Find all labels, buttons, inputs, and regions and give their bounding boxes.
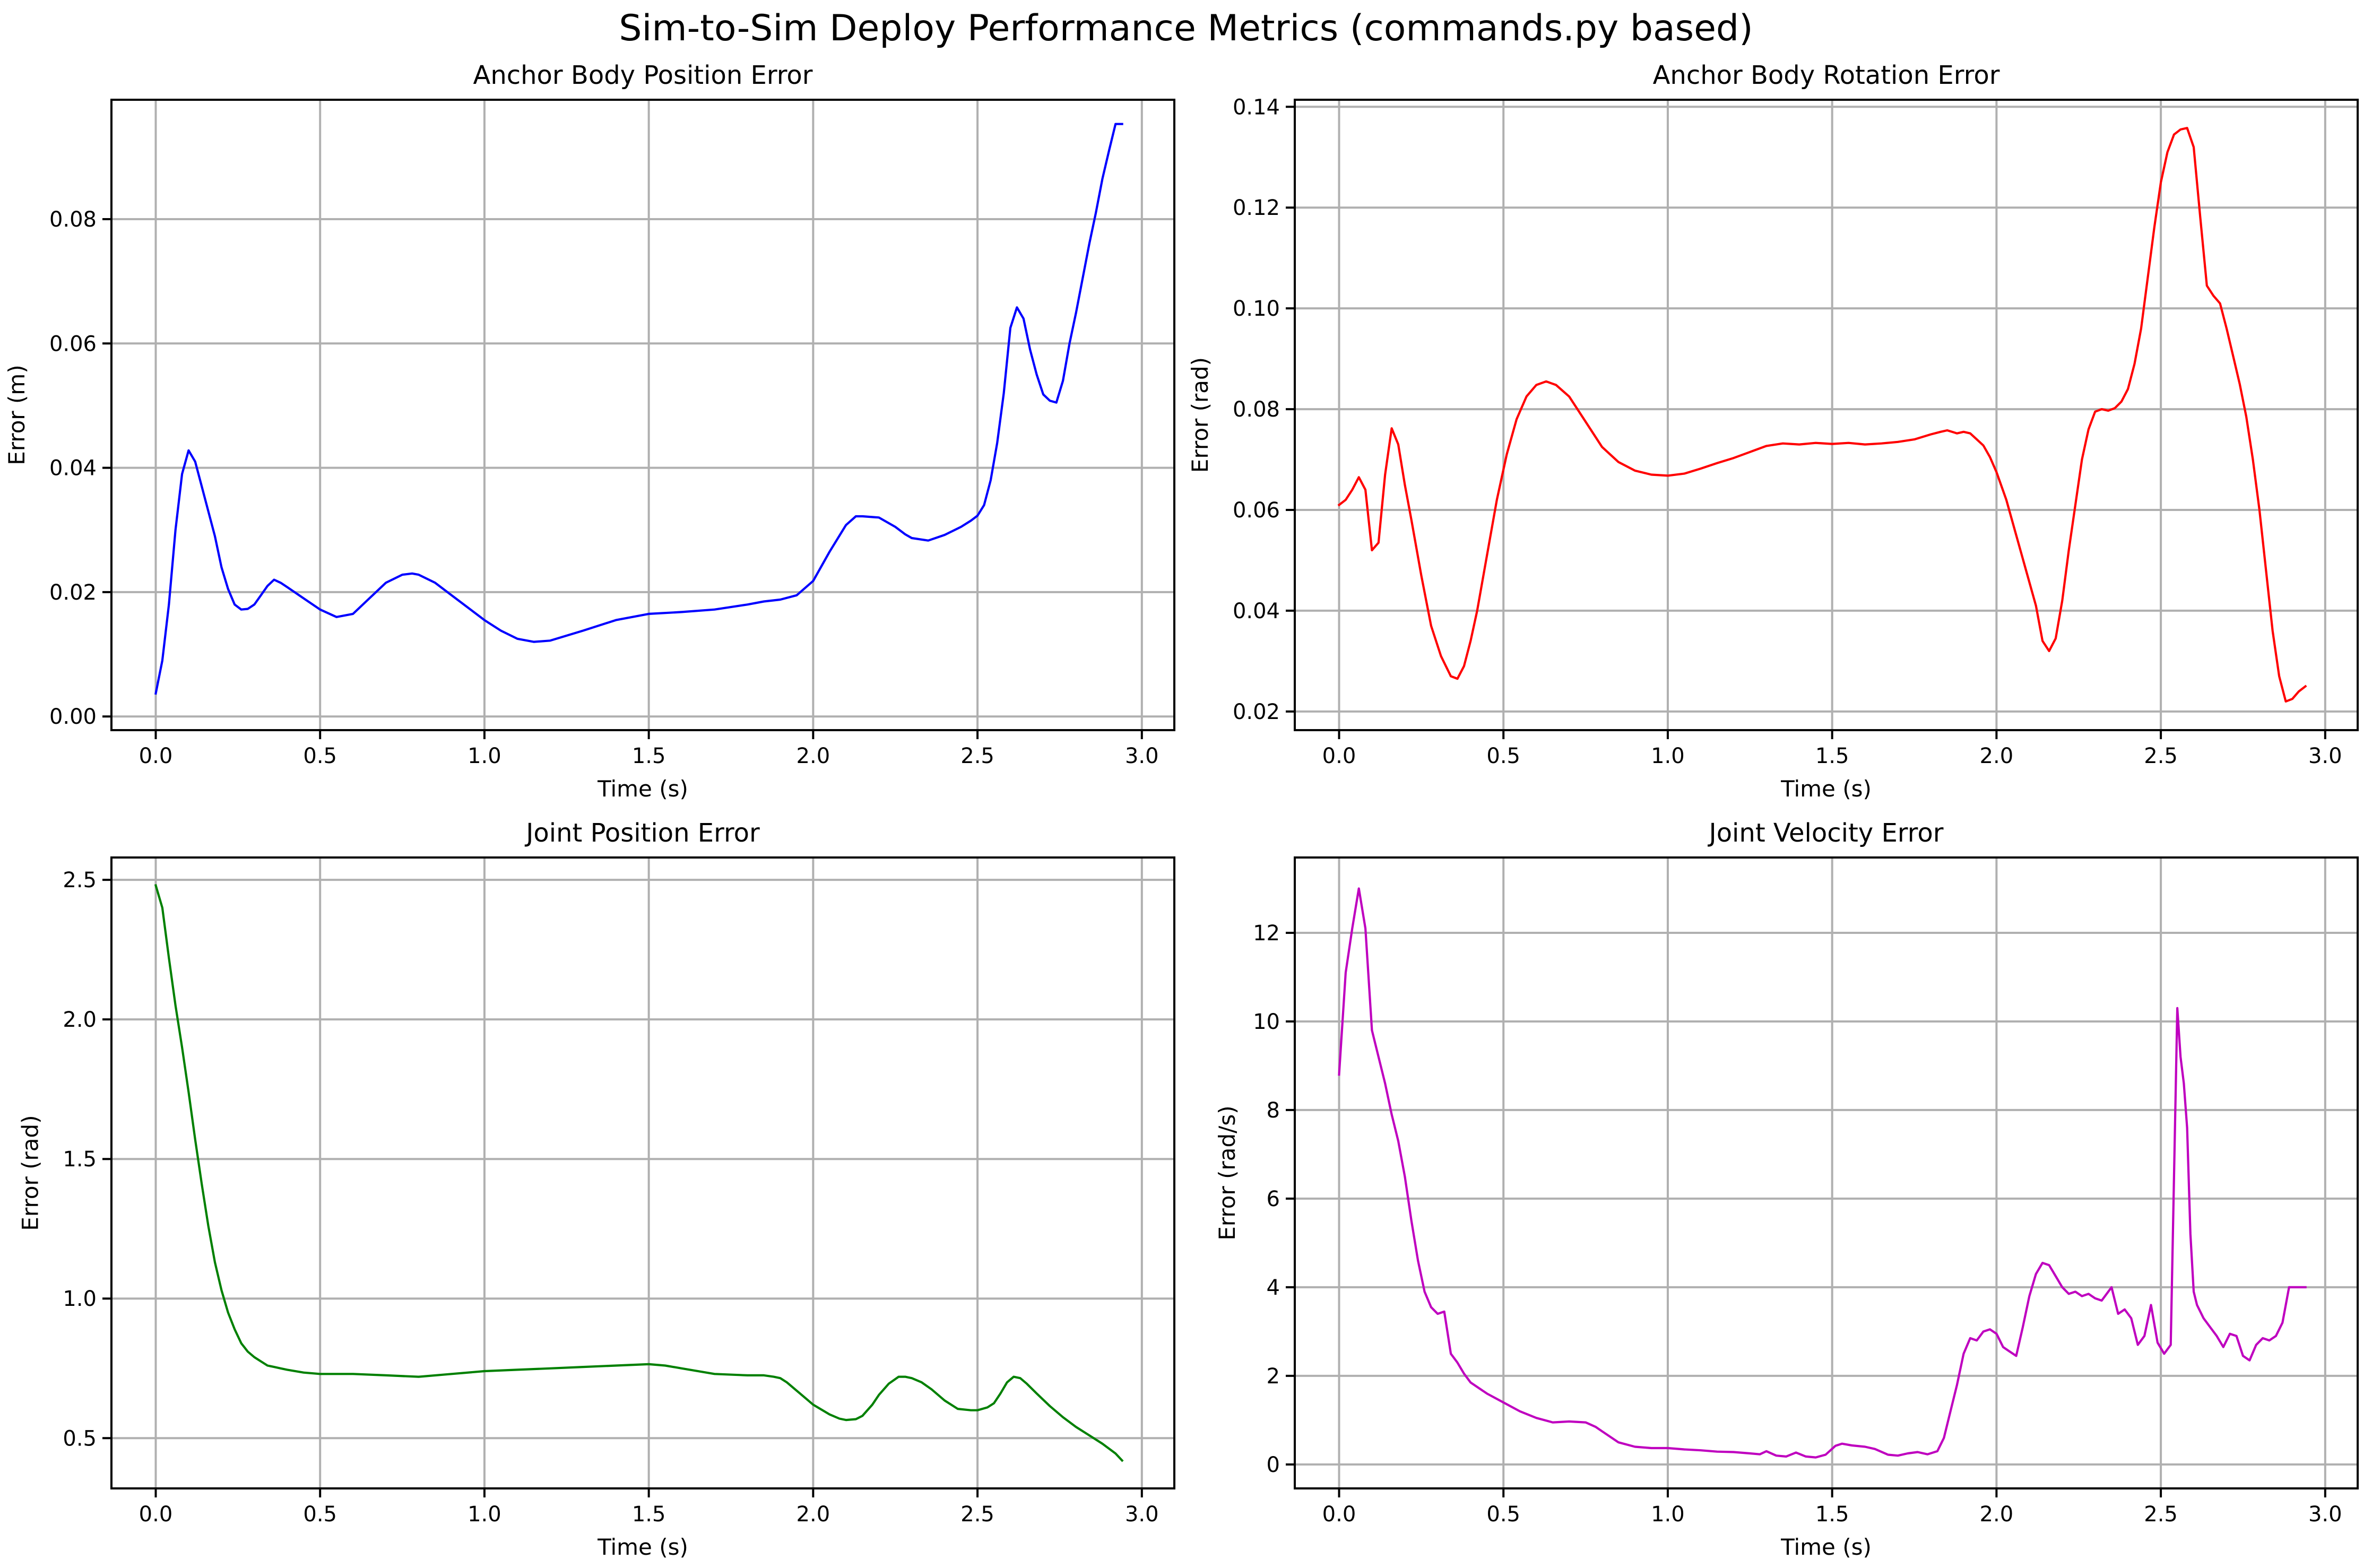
x-tick-label: 1.5	[1815, 1502, 1849, 1527]
y-tick-label: 8	[1267, 1098, 1280, 1123]
y-tick-label: 12	[1253, 921, 1280, 946]
x-tick-label: 3.0	[1125, 1502, 1159, 1527]
chart-title: Anchor Body Position Error	[473, 60, 812, 90]
x-axis-label: Time (s)	[597, 776, 688, 802]
x-tick-label: 1.5	[632, 1502, 666, 1527]
y-tick-label: 1.5	[63, 1147, 97, 1172]
x-tick-label: 1.5	[1815, 744, 1849, 768]
y-tick-label: 2.5	[63, 868, 97, 893]
y-axis-label: Error (rad/s)	[1214, 1105, 1240, 1240]
x-tick-label: 2.0	[1980, 744, 2014, 768]
plot-frame	[110, 99, 1175, 731]
y-axis-label: Error (rad)	[18, 1115, 44, 1231]
x-axis-label: Time (s)	[597, 1534, 688, 1560]
series-line	[154, 123, 1123, 695]
chart-title: Joint Position Error	[524, 818, 760, 848]
y-tick-label: 0.06	[49, 332, 97, 356]
y-tick-label: 10	[1253, 1010, 1280, 1034]
x-tick-label: 1.0	[468, 1502, 501, 1527]
y-tick-label: 0.04	[49, 456, 97, 481]
y-axis-label: Error (m)	[4, 365, 30, 465]
plot-frame	[1294, 856, 2359, 1489]
y-tick-label: 0.00	[49, 705, 97, 729]
y-tick-label: 0	[1267, 1453, 1280, 1477]
y-axis-label: Error (rad)	[1187, 357, 1213, 473]
x-tick-label: 2.5	[960, 744, 994, 768]
plot-frame	[1294, 99, 2359, 731]
y-tick-label: 0.5	[63, 1426, 97, 1451]
x-tick-label: 2.5	[2144, 744, 2178, 768]
figure-title: Sim-to-Sim Deploy Performance Metrics (c…	[619, 7, 1753, 49]
x-tick-label: 3.0	[2308, 1502, 2342, 1527]
x-tick-label: 3.0	[1125, 744, 1159, 768]
chart-joint-velocity-error: 0.0 0.5 1.0 1.5 2.0 2.5 3.0 0 2 4 6 8 10 12 Joint Velo…	[1214, 818, 2359, 1560]
x-tick-label: 1.0	[1651, 744, 1685, 768]
chart-joint-position-error: 0.0 0.5 1.0 1.5 2.0 2.5 3.0 0.5 1.0 1.5 2.0 2.5 Join…	[18, 818, 1175, 1560]
chart-title: Joint Velocity Error	[1708, 818, 1944, 848]
x-tick-label: 1.0	[468, 744, 501, 768]
x-tick-label: 2.5	[960, 1502, 994, 1527]
x-tick-label: 0.0	[139, 744, 173, 768]
plot-frame	[110, 856, 1175, 1489]
x-axis-label: Time (s)	[1780, 776, 1872, 802]
y-tick-label: 0.10	[1233, 297, 1280, 321]
series-line	[1338, 887, 2307, 1459]
x-tick-label: 0.5	[303, 744, 337, 768]
y-tick-label: 0.02	[1233, 700, 1280, 724]
x-tick-label: 0.5	[1486, 744, 1520, 768]
x-tick-label: 0.5	[1486, 1502, 1520, 1527]
y-tick-label: 0.04	[1233, 599, 1280, 623]
x-tick-label: 3.0	[2308, 744, 2342, 768]
x-tick-label: 2.0	[1980, 1502, 2014, 1527]
y-tick-label: 0.02	[49, 581, 97, 605]
x-tick-label: 1.0	[1651, 1502, 1685, 1527]
x-axis-label: Time (s)	[1780, 1534, 1872, 1560]
y-tick-label: 0.14	[1233, 95, 1280, 119]
y-tick-label: 2	[1267, 1364, 1280, 1389]
chart-title: Anchor Body Rotation Error	[1653, 60, 2000, 90]
x-tick-label: 0.0	[139, 1502, 173, 1527]
y-tick-label: 1.0	[63, 1287, 97, 1311]
y-tick-label: 0.08	[49, 207, 97, 232]
y-tick-label: 6	[1267, 1187, 1280, 1211]
series-line	[154, 883, 1124, 1462]
x-tick-label: 0.5	[303, 1502, 337, 1527]
x-tick-label: 2.0	[797, 744, 830, 768]
chart-anchor-body-position-error: 0.0 0.5 1.0 1.5 2.0 2.5 3.0 0.00 0.02 0.04 0.06 0.0…	[4, 60, 1175, 802]
x-tick-label: 1.5	[632, 744, 666, 768]
x-tick-label: 0.0	[1322, 744, 1356, 768]
y-tick-label: 0.06	[1233, 498, 1280, 523]
x-tick-label: 2.0	[797, 1502, 830, 1527]
x-tick-label: 0.0	[1322, 1502, 1356, 1527]
y-tick-label: 0.12	[1233, 196, 1280, 220]
chart-anchor-body-rotation-error: 0.0 0.5 1.0 1.5 2.0 2.5 3.0 0.02 0.04 0.06 0.08 0.1…	[1187, 60, 2359, 802]
y-tick-label: 0.08	[1233, 397, 1280, 422]
series-line	[1337, 127, 2307, 703]
x-tick-label: 2.5	[2144, 1502, 2178, 1527]
y-tick-label: 4	[1267, 1276, 1280, 1300]
y-tick-label: 2.0	[63, 1008, 97, 1032]
